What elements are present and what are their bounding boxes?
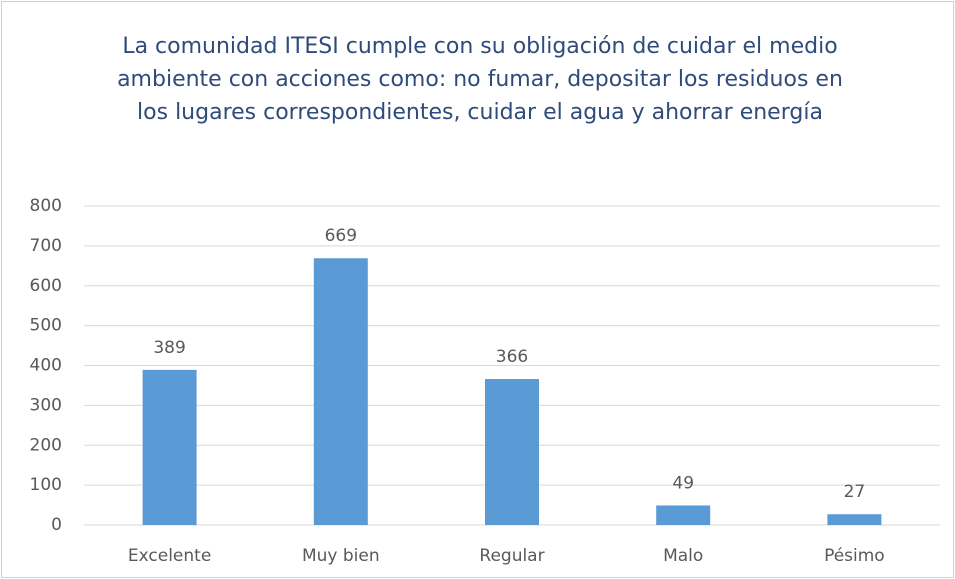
data-label: 27 <box>844 482 866 502</box>
chart-title: La comunidad ITESI cumple con su obligac… <box>117 34 843 125</box>
y-tick-label: 700 <box>30 236 62 256</box>
bar <box>313 258 368 525</box>
y-tick-label: 800 <box>30 196 62 216</box>
data-label: 49 <box>672 473 694 493</box>
bar <box>485 379 539 525</box>
x-tick-label: Regular <box>479 546 544 566</box>
y-tick-label: 500 <box>30 316 62 336</box>
x-tick-label: Pésimo <box>824 546 885 566</box>
y-tick-label: 300 <box>30 395 62 415</box>
y-tick-label: 100 <box>30 475 62 495</box>
y-tick-label: 600 <box>30 276 62 296</box>
data-label: 669 <box>325 226 357 246</box>
data-label: 366 <box>496 347 528 367</box>
data-label: 389 <box>153 338 185 358</box>
bar <box>827 514 882 525</box>
y-tick-label: 200 <box>30 435 62 455</box>
x-tick-label: Muy bien <box>302 546 380 566</box>
x-tick-label: Malo <box>663 546 703 566</box>
bar <box>142 369 197 525</box>
x-tick-label: Excelente <box>128 546 211 566</box>
y-tick-label: 0 <box>51 515 62 535</box>
bar <box>656 505 711 525</box>
y-tick-label: 400 <box>30 356 62 376</box>
